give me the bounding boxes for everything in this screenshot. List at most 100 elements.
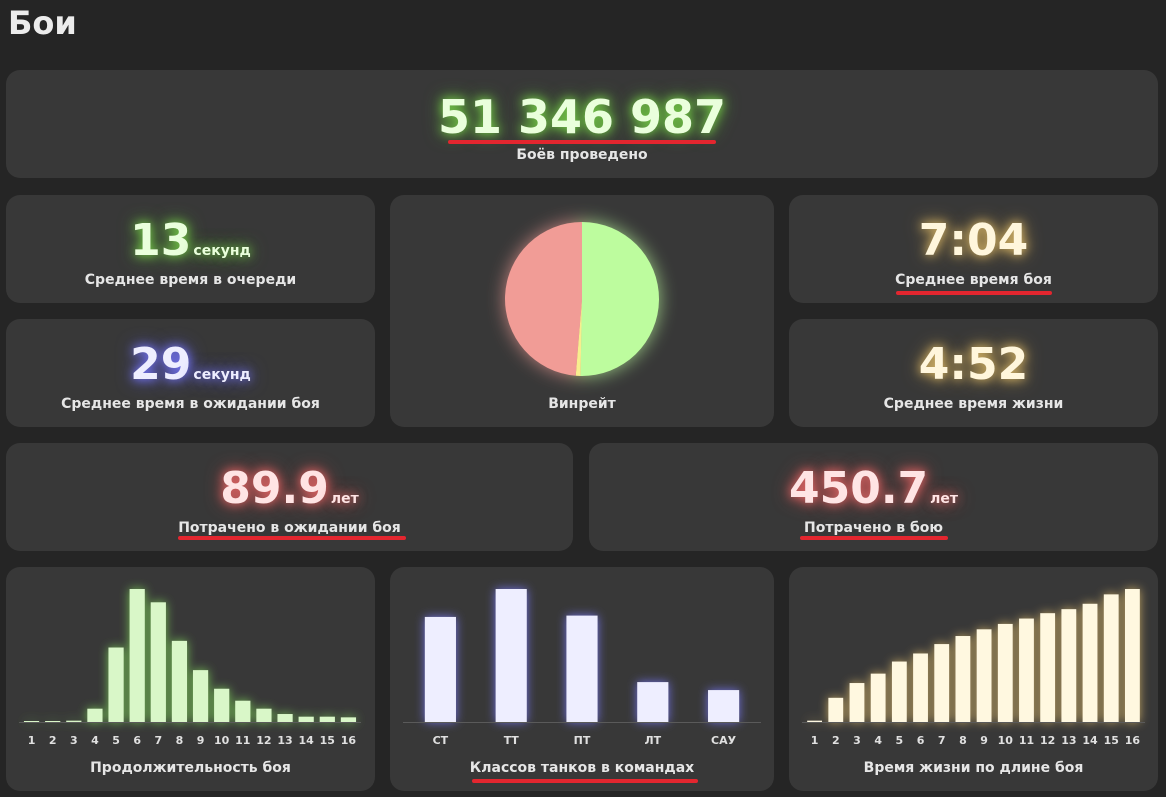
wait-time-value: 29 секунд (130, 339, 251, 390)
bar-САУ (708, 690, 740, 722)
tank-classes-underline (472, 779, 698, 783)
bar-13 (277, 714, 293, 722)
bar-11 (1019, 618, 1034, 722)
total-battles-value: 51 346 987 (437, 90, 727, 144)
tick-label: 15 (320, 734, 335, 747)
bar-4 (870, 673, 886, 722)
tick-label: ПТ (574, 734, 591, 747)
tick-label: ТТ (504, 734, 520, 747)
tick-label: 3 (70, 734, 78, 747)
bar-1 (807, 720, 823, 722)
queue-time-label: Среднее время в очереди (84, 272, 297, 288)
spent-waiting-card: 89.9 лет Потрачено в ожидании боя (6, 443, 573, 551)
spent-waiting-value: 89.9 лет (220, 463, 359, 514)
tick-label: 9 (197, 734, 205, 747)
spent-waiting-label: Потрачено в ожидании боя (178, 520, 401, 536)
spent-waiting-underline (178, 536, 406, 540)
battle-duration-label: Продолжительность боя (90, 760, 291, 776)
tick-label: 5 (896, 734, 904, 747)
life-by-duration-label: Время жизни по длине боя (863, 760, 1084, 776)
tick-label: 10 (214, 734, 230, 747)
bar-3 (849, 683, 865, 722)
pie-slice-loss (504, 222, 582, 376)
bar-2 (45, 721, 61, 722)
bar-15 (319, 716, 335, 722)
tick-label: 16 (1125, 734, 1141, 747)
tick-label: 1 (811, 734, 819, 747)
tick-label: 6 (133, 734, 141, 747)
tick-label: 8 (176, 734, 184, 747)
wait-time-card: 29 секунд Среднее время в ожидании боя (6, 319, 375, 427)
tick-label: 7 (154, 734, 162, 747)
bar-15 (1103, 594, 1119, 722)
battle-time-card: 7:04 Среднее время боя (789, 195, 1158, 303)
tick-label: 4 (91, 734, 99, 747)
tick-label: 7 (938, 734, 946, 747)
tick-label: САУ (711, 734, 737, 747)
bar-ЛТ (637, 682, 669, 722)
bar-9 (192, 670, 209, 722)
tick-label: 8 (959, 734, 967, 747)
tick-label: 12 (256, 734, 271, 747)
tick-label: 15 (1104, 734, 1119, 747)
battle-time-value: 7:04 (918, 215, 1029, 266)
tick-label: 13 (1061, 734, 1076, 747)
bar-5 (891, 661, 907, 722)
life-time-label: Среднее время жизни (883, 396, 1064, 412)
battle-time-label: Среднее время боя (895, 272, 1052, 288)
bar-2 (828, 697, 844, 722)
tick-label: 10 (998, 734, 1014, 747)
spent-battle-label: Потрачено в бою (804, 520, 943, 536)
battle-duration-card: 1 2 3 4 5 6 7 8 9 10 11 12 13 14 15 16 Продолжительност… (6, 567, 375, 791)
bar-12 (256, 708, 272, 722)
bar-11 (235, 700, 251, 722)
life-by-duration-chart: 1 2 3 4 5 6 7 8 9 10 11 12 13 14 15 16 (802, 589, 1145, 747)
battle-duration-chart: 1 2 3 4 5 6 7 8 9 10 11 12 13 14 15 16 (19, 589, 361, 747)
bar-5 (108, 647, 124, 722)
bar-6 (913, 653, 928, 722)
bar-7 (934, 644, 950, 722)
tank-classes-card: СТ ТТ ПТ ЛТ САУ Классов танков в командах (390, 567, 774, 791)
total-battles-underline (448, 140, 716, 144)
tick-label: 12 (1040, 734, 1055, 747)
bar-14 (298, 716, 314, 722)
tick-label: 11 (1019, 734, 1034, 747)
total-battles-card: 51 346 987 Боёв проведено (6, 70, 1158, 178)
bar-7 (150, 602, 166, 722)
spent-battle-underline (800, 536, 948, 540)
bar-3 (66, 720, 82, 722)
life-by-duration-card: 1 2 3 4 5 6 7 8 9 10 11 12 13 14 15 16 Время жизни по д… (789, 567, 1158, 791)
tick-label: 2 (832, 734, 840, 747)
bar-ТТ (495, 589, 527, 722)
bar-10 (214, 688, 230, 722)
pie-slice-draw (575, 299, 582, 376)
tick-label: 2 (49, 734, 57, 747)
bar-8 (171, 640, 188, 722)
spent-battle-card: 450.7 лет Потрачено в бою (589, 443, 1158, 551)
winrate-card: Винрейт (390, 195, 774, 427)
tick-label: 14 (1082, 734, 1098, 747)
pie-slice-win (580, 222, 659, 376)
tick-label: 9 (980, 734, 988, 747)
page-title: Бои (8, 4, 77, 42)
tick-label: 4 (874, 734, 882, 747)
tank-classes-chart: СТ ТТ ПТ ЛТ САУ (403, 589, 761, 747)
bar-16 (1124, 589, 1140, 722)
bar-4 (87, 708, 103, 722)
winrate-pie-chart (504, 222, 659, 376)
bar-ПТ (566, 615, 598, 722)
queue-time-value: 13 секунд (130, 215, 251, 266)
wait-time-label: Среднее время в ожидании боя (61, 396, 320, 412)
bar-1 (23, 721, 40, 722)
bar-16 (340, 717, 357, 722)
tank-classes-label: Классов танков в командах (469, 760, 695, 776)
bar-9 (976, 629, 992, 722)
bar-СТ (424, 616, 456, 722)
tick-label: 1 (28, 734, 36, 747)
bar-12 (1040, 613, 1056, 722)
tick-label: 16 (341, 734, 357, 747)
tick-label: СТ (433, 734, 449, 747)
life-time-value: 4:52 (918, 339, 1029, 390)
bar-13 (1061, 609, 1077, 722)
bar-10 (997, 623, 1013, 722)
